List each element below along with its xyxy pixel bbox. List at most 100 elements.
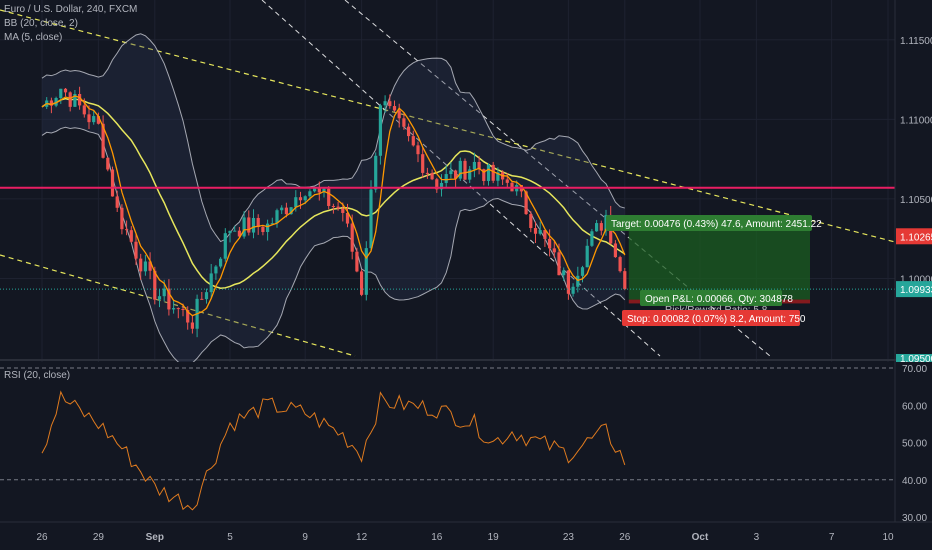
candle-body xyxy=(223,233,227,259)
price-tick-label: 1.10500 xyxy=(900,195,932,206)
rsi-tick-label: 50.00 xyxy=(902,439,927,450)
channel-line-upper xyxy=(261,0,661,357)
candle-body xyxy=(407,126,411,137)
candle-body xyxy=(219,258,223,267)
candle-body xyxy=(585,245,589,268)
rsi-tick-label: 30.00 xyxy=(902,513,927,524)
candle-body xyxy=(176,308,180,310)
candle-body xyxy=(449,170,453,175)
candle-body xyxy=(298,197,303,201)
candle-body xyxy=(256,217,260,227)
candle-body xyxy=(590,231,594,246)
candle-body xyxy=(167,288,171,310)
candle-body xyxy=(566,270,570,294)
candle-body xyxy=(580,267,585,276)
candle-body xyxy=(355,251,359,272)
candle-body xyxy=(562,270,566,276)
candle-body xyxy=(266,223,270,233)
candle-body xyxy=(204,292,209,300)
time-axis: 26 29 Sep 5 9 12 16 19 23 26 Oct 3 7 10 xyxy=(0,521,932,543)
candle-body xyxy=(439,182,444,190)
candle-body xyxy=(576,275,580,287)
candle-body xyxy=(364,248,368,295)
open-pl-label-bg xyxy=(640,290,782,306)
candle-body xyxy=(129,230,133,242)
time-tick-label: 12 xyxy=(356,532,368,543)
candle-body xyxy=(101,123,105,158)
candle-body xyxy=(87,114,91,123)
candle-body xyxy=(496,172,500,181)
time-tick-label: 3 xyxy=(754,532,760,543)
ma-indicator-label[interactable]: MA (5, close) xyxy=(4,32,63,43)
candle-body xyxy=(106,157,110,170)
time-tick-label: 7 xyxy=(829,532,835,543)
candle-body xyxy=(360,271,364,295)
candle-body xyxy=(430,173,434,180)
candle-body xyxy=(529,214,533,229)
time-tick-label: 26 xyxy=(619,532,631,543)
candle-body xyxy=(444,174,448,183)
candle-body xyxy=(294,197,298,208)
symbol-title[interactable]: Euro / U.S. Dollar, 240, FXCM xyxy=(4,4,138,15)
candle-body xyxy=(435,179,439,190)
candle-body xyxy=(284,207,288,215)
candle-body xyxy=(491,164,495,181)
time-tick-label: 10 xyxy=(882,532,894,543)
stop-label: Stop: 0.00082 (0.07%) 8.2, Amount: 750 xyxy=(627,314,806,325)
candle-body xyxy=(341,208,345,213)
candle-body xyxy=(571,286,575,294)
candle-body xyxy=(280,207,284,211)
candle-body xyxy=(49,100,53,106)
candle-body xyxy=(613,243,617,258)
candle-body xyxy=(313,188,317,192)
candle-body xyxy=(228,230,232,234)
candle-body xyxy=(327,188,331,206)
candle-body xyxy=(388,101,392,107)
time-tick-label: Oct xyxy=(692,532,709,543)
candle-body xyxy=(322,188,326,193)
price-tick-label: 1.11500 xyxy=(900,36,932,47)
candle-body xyxy=(200,298,204,300)
candle-body xyxy=(68,92,72,107)
candle-body xyxy=(425,172,429,174)
candle-body xyxy=(214,266,218,274)
candle-body xyxy=(54,97,58,106)
target-label: Target: 0.00476 (0.43%) 47.6, Amount: 24… xyxy=(611,219,822,230)
candle-body xyxy=(402,118,406,127)
time-tick-label: 5 xyxy=(227,532,233,543)
time-tick-label: 16 xyxy=(431,532,443,543)
candle-body xyxy=(411,136,415,146)
target-price-tag-bg xyxy=(896,228,932,245)
candle-body xyxy=(383,101,387,106)
rsi-line xyxy=(41,390,626,511)
candle-body xyxy=(172,308,176,310)
rsi-indicator-label[interactable]: RSI (20, close) xyxy=(4,370,71,381)
candlestick-series xyxy=(45,86,627,338)
time-tick-label: 9 xyxy=(302,532,308,543)
candle-body xyxy=(486,164,491,181)
candle-body xyxy=(96,116,100,124)
time-tick-label: 29 xyxy=(93,532,105,543)
target-price-tag: 1.10265 xyxy=(900,232,932,243)
candle-body xyxy=(543,230,547,239)
open-pl-label: Open P&L: 0.00066, Qty: 304878 xyxy=(645,294,793,305)
candle-body xyxy=(110,169,115,197)
candle-body xyxy=(143,261,147,272)
candle-body xyxy=(336,206,340,209)
stop-label-bg xyxy=(622,310,800,326)
lower-price-tag-bg xyxy=(896,354,932,362)
candle-body xyxy=(524,191,528,215)
candle-body xyxy=(125,229,129,231)
candle-body xyxy=(186,310,190,323)
candle-body xyxy=(157,296,162,300)
candle-body xyxy=(623,271,627,290)
candle-body xyxy=(308,191,312,197)
candle-body xyxy=(378,105,382,156)
candle-body xyxy=(261,226,265,233)
candle-body xyxy=(289,207,293,215)
bb-indicator-label[interactable]: BB (20, close, 2) xyxy=(4,18,78,29)
price-tick-label: 1.11000 xyxy=(900,115,932,126)
candle-body xyxy=(120,207,124,230)
candle-body xyxy=(59,88,63,98)
